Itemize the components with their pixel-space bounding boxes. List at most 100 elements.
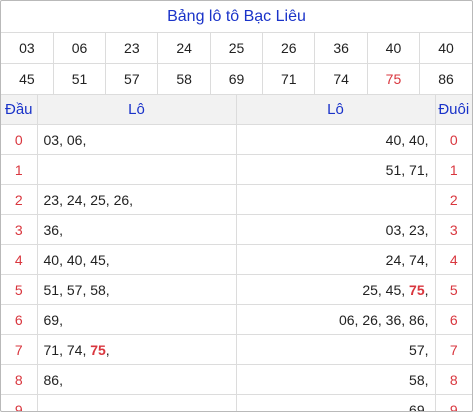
loto-row: 0 03, 06, 40, 40, 0 xyxy=(1,124,472,155)
lo-number: 26 xyxy=(113,191,130,208)
lo-number: 75 xyxy=(409,281,425,298)
header-lo-right: Lô xyxy=(236,95,436,125)
lo-by-tail-cell: 69, xyxy=(236,394,436,412)
lo-number: 24 xyxy=(66,191,83,208)
lo-by-tail-cell xyxy=(236,184,436,215)
lo-number: 58 xyxy=(90,281,106,298)
lo-number: 69 xyxy=(43,311,60,328)
number-cell: 51 xyxy=(53,63,107,95)
lo-by-tail-cell: 51, 71, xyxy=(236,154,436,185)
lo-number: 51 xyxy=(385,161,402,178)
lo-number: 51 xyxy=(43,281,60,298)
lo-by-tail-cell: 03, 23, xyxy=(236,214,436,245)
duoi-cell: 6 xyxy=(435,304,472,335)
loto-row: 4 40, 40, 45, 24, 74, 4 xyxy=(1,244,472,275)
lo-by-head-cell: 03, 06, xyxy=(37,124,237,155)
loto-row: 1 51, 71, 1 xyxy=(1,154,472,185)
lo-number: 24 xyxy=(385,251,402,268)
dau-cell: 0 xyxy=(1,124,38,155)
number-cell: 25 xyxy=(210,33,264,64)
lo-number: 36 xyxy=(43,221,60,238)
header-dau: Đầu xyxy=(1,95,38,125)
lo-number: 71 xyxy=(43,341,60,358)
lo-by-head-cell: 23, 24, 25, 26, xyxy=(37,184,237,215)
loto-row: 2 23, 24, 25, 26, 2 xyxy=(1,184,472,215)
dau-cell: 5 xyxy=(1,274,38,305)
lo-number: 25 xyxy=(90,191,106,208)
duoi-cell: 8 xyxy=(435,364,472,395)
dau-cell: 2 xyxy=(1,184,38,215)
lo-by-tail-cell: 58, xyxy=(236,364,436,395)
number-cell: 40 xyxy=(367,33,421,64)
number-cell: 57 xyxy=(105,63,159,95)
lo-number: 03 xyxy=(43,131,60,148)
loto-row: 8 86, 58, 8 xyxy=(1,364,472,395)
duoi-cell: 0 xyxy=(435,124,472,155)
dau-cell: 8 xyxy=(1,364,38,395)
lo-number: 86 xyxy=(409,311,425,328)
lo-number: 40 xyxy=(385,131,402,148)
dau-cell: 9 xyxy=(1,394,38,411)
lo-by-head-cell xyxy=(37,154,237,185)
duoi-cell: 5 xyxy=(435,274,472,305)
dau-cell: 3 xyxy=(1,214,38,245)
lo-by-head-cell: 69, xyxy=(37,304,237,335)
lo-number: 71 xyxy=(409,161,425,178)
duoi-cell: 9 xyxy=(449,401,458,412)
dau-cell: 4 xyxy=(1,244,38,275)
number-cell: 06 xyxy=(53,33,107,64)
loto-header-row: Đầu Lô Lô Đuôi xyxy=(1,95,472,125)
lo-number: 57 xyxy=(409,341,425,358)
loto-row: 9 69, 9 xyxy=(1,394,472,412)
duoi-cell: 7 xyxy=(435,334,472,365)
lo-by-tail-cell: 06, 26, 36, 86, xyxy=(236,304,436,335)
duoi-cell: 2 xyxy=(435,184,472,215)
duoi-cell: 4 xyxy=(435,244,472,275)
lo-by-tail-cell: 25, 45, 75, xyxy=(236,274,436,305)
number-cell: 26 xyxy=(262,33,316,64)
lo-by-head-cell: 71, 74, 75, xyxy=(37,334,237,365)
lo-number: 58 xyxy=(409,371,425,388)
numbers-grid: 03 06 23 24 25 26 36 40 40 45 51 57 58 69 71 74 75 86 xyxy=(1,33,472,95)
lo-by-head-cell: 86, xyxy=(37,364,237,395)
board-title: Bảng lô tô Bạc Liêu xyxy=(1,1,472,33)
lo-by-tail-cell: 40, 40, xyxy=(236,124,436,155)
lo-number: 40 xyxy=(409,131,425,148)
lo-number: 23 xyxy=(43,191,60,208)
numbers-row: 45 51 57 58 69 71 74 75 86 xyxy=(1,63,472,95)
lo-number: 74 xyxy=(409,251,425,268)
loto-table: Đầu Lô Lô Đuôi 0 03, 06, 40, 40, 0 1 51, 71… xyxy=(1,95,472,412)
number-cell: 69 xyxy=(210,63,264,95)
dau-cell: 6 xyxy=(1,304,38,335)
lo-number: 57 xyxy=(66,281,83,298)
number-cell: 75 xyxy=(367,63,421,95)
number-cell: 40 xyxy=(419,33,472,64)
lo-number: 69 xyxy=(409,401,425,412)
lo-number: 36 xyxy=(385,311,402,328)
lo-number: 40 xyxy=(43,251,60,268)
lo-by-head-cell: 51, 57, 58, xyxy=(37,274,237,305)
number-cell: 86 xyxy=(419,63,472,95)
number-cell: 23 xyxy=(105,33,159,64)
number-cell: 03 xyxy=(1,33,54,64)
lo-by-tail-cell: 24, 74, xyxy=(236,244,436,275)
loto-row: 7 71, 74, 75, 57, 7 xyxy=(1,334,472,365)
number-cell: 24 xyxy=(157,33,211,64)
loto-row: 6 69, 06, 26, 36, 86, 6 xyxy=(1,304,472,335)
lo-by-tail-cell: 57, xyxy=(236,334,436,365)
header-lo-left: Lô xyxy=(37,95,237,125)
lo-number: 74 xyxy=(66,341,83,358)
lo-number: 23 xyxy=(409,221,425,238)
number-cell: 58 xyxy=(157,63,211,95)
lo-by-head-cell: 40, 40, 45, xyxy=(37,244,237,275)
dau-cell: 1 xyxy=(1,154,38,185)
loto-row: 5 51, 57, 58, 25, 45, 75, 5 xyxy=(1,274,472,305)
header-duoi: Đuôi xyxy=(435,95,472,125)
lo-number: 06 xyxy=(66,131,83,148)
lo-number: 40 xyxy=(66,251,83,268)
lo-number: 75 xyxy=(90,341,106,358)
lo-number: 25 xyxy=(362,281,378,298)
numbers-row: 03 06 23 24 25 26 36 40 40 xyxy=(1,33,472,64)
lo-number: 45 xyxy=(90,251,106,268)
